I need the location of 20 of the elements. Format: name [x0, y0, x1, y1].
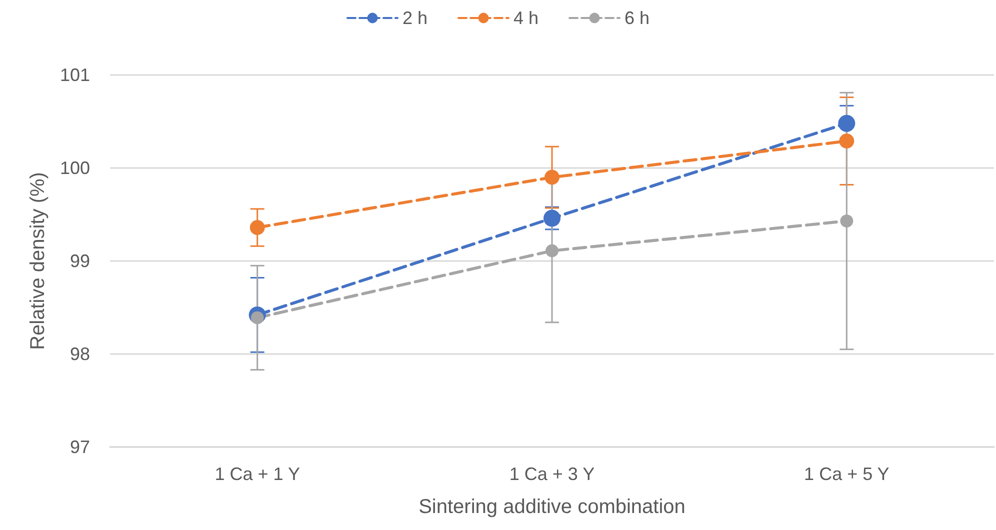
point: [840, 214, 854, 228]
y-tick-label: 97: [70, 437, 90, 457]
legend-label: 4 h: [513, 8, 539, 28]
x-tick-label: 1 Ca + 3 Y: [509, 464, 595, 484]
y-tick-label: 100: [60, 158, 90, 178]
point: [250, 220, 265, 236]
y-tick-label: 98: [70, 344, 90, 364]
x-tick-label: 1 Ca + 5 Y: [804, 464, 890, 484]
y-axis-title: Relative density (%): [27, 172, 49, 350]
point: [838, 114, 856, 132]
legend-label: 6 h: [624, 8, 650, 28]
y-tick-label: 99: [70, 251, 90, 271]
point: [544, 170, 560, 185]
point: [839, 134, 854, 149]
y-tick-label: 101: [60, 65, 90, 85]
x-tick-label: 1 Ca + 1 Y: [214, 464, 300, 484]
x-axis-title: Sintering additive combination: [418, 496, 686, 518]
legend-label: 2 h: [402, 8, 428, 28]
point: [544, 210, 560, 227]
point: [546, 244, 558, 258]
